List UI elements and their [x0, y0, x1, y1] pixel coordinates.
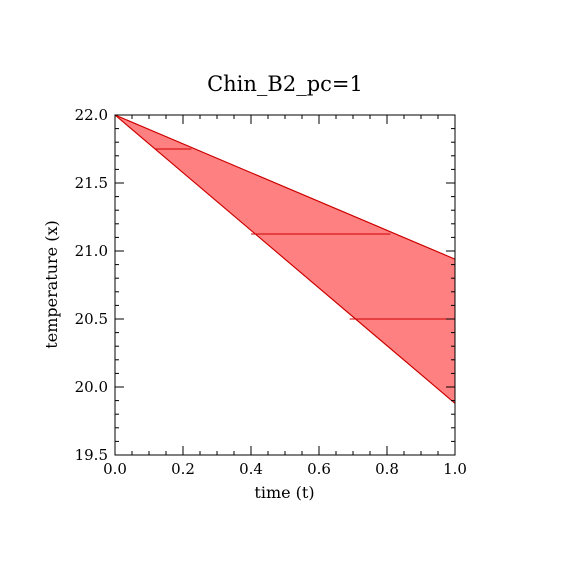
y-tick-label: 21.0	[75, 242, 108, 260]
y-tick-label: 19.5	[75, 446, 108, 464]
x-tick-label: 0.0	[103, 460, 127, 478]
x-tick-label: 0.8	[375, 460, 399, 478]
x-axis-title: time (t)	[254, 483, 314, 502]
y-axis-title: temperature (x)	[42, 220, 61, 348]
x-axis-tick-labels: 0.0 0.2 0.4 0.6 0.8 1.0	[103, 460, 467, 478]
chart-title: Chin_B2_pc=1	[207, 72, 363, 96]
x-tick-label: 0.4	[239, 460, 263, 478]
y-tick-label: 21.5	[75, 174, 108, 192]
y-tick-label: 22.0	[75, 106, 108, 124]
y-tick-label: 20.5	[75, 310, 108, 328]
plot-area	[114, 114, 456, 456]
y-axis-tick-labels: 19.5 20.0 20.5 21.0 21.5 22.0	[75, 106, 108, 464]
upper-bound-line	[114, 114, 456, 260]
x-tick-label: 0.2	[171, 460, 195, 478]
lower-bound-line	[114, 114, 456, 404]
y-tick-label: 20.0	[75, 378, 108, 396]
x-tick-label: 0.6	[307, 460, 331, 478]
x-tick-label: 1.0	[443, 460, 467, 478]
